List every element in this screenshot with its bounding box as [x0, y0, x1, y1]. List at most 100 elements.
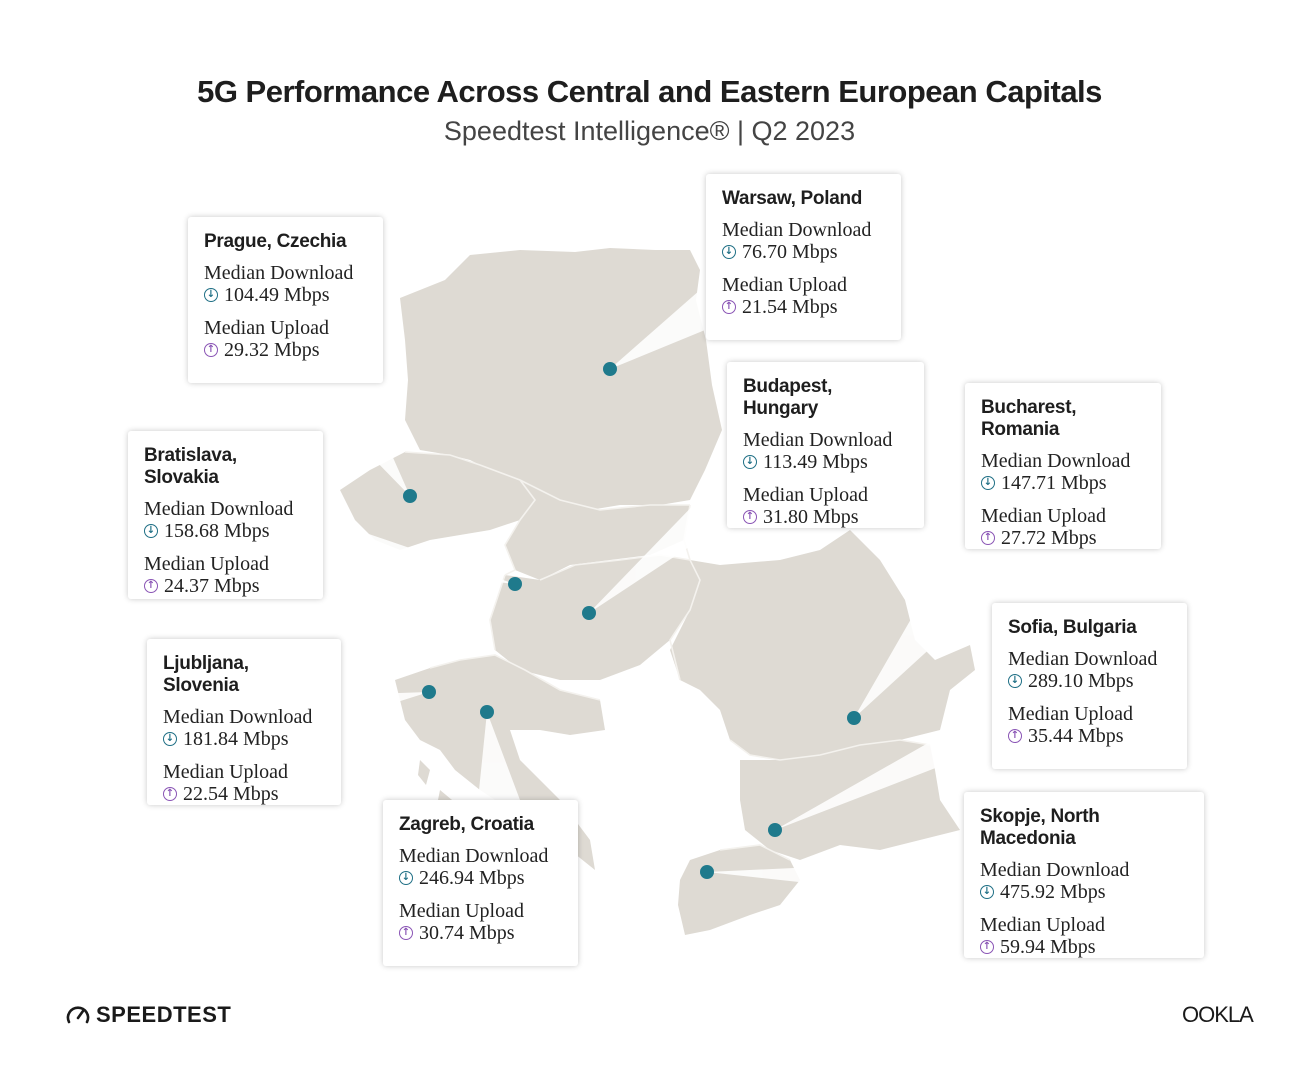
- city-card-bratislava: Bratislava, Slovakia Median Download ↓ 15…: [128, 431, 323, 599]
- city-markers: [403, 362, 861, 879]
- arrow-down-circle-icon: ↓: [980, 885, 994, 899]
- city-card-bucharest: Bucharest, Romania Median Download ↓ 147.…: [965, 383, 1161, 549]
- marker-bratislava: [508, 577, 522, 591]
- download-label: Median Download: [163, 706, 313, 728]
- arrow-up-circle-icon: ↑: [163, 787, 177, 801]
- leader-skopje: [707, 860, 965, 900]
- download-label: Median Download: [981, 450, 1131, 472]
- arrow-up-circle-icon: ↑: [722, 300, 736, 314]
- download-label: Median Download: [722, 219, 872, 241]
- arrow-up-circle-icon: ↑: [981, 531, 995, 545]
- marker-prague: [403, 489, 417, 503]
- download-value: 475.92 Mbps: [1000, 881, 1106, 903]
- city-card-budapest: Budapest, Hungary Median Download ↓ 113.4…: [727, 362, 924, 528]
- upload-label: Median Upload: [981, 505, 1106, 527]
- city-name: Ljubljana, Slovenia: [163, 653, 249, 696]
- arrow-down-circle-icon: ↓: [399, 871, 413, 885]
- country-romania: [670, 530, 975, 760]
- leader-ljubljana: [340, 692, 429, 720]
- leader-bucharest: [854, 520, 1040, 718]
- marker-ljubljana: [422, 685, 436, 699]
- city-name: Warsaw, Poland: [722, 188, 863, 209]
- marker-bucharest: [847, 711, 861, 725]
- country-slovakia: [505, 480, 690, 580]
- download-value: 147.71 Mbps: [1001, 472, 1107, 494]
- country-poland: [400, 248, 722, 510]
- upload-label: Median Upload: [204, 317, 329, 339]
- upload-value: 21.54 Mbps: [742, 296, 838, 318]
- download-value: 113.49 Mbps: [763, 451, 868, 473]
- download-value: 104.49 Mbps: [224, 284, 330, 306]
- city-name: Sofia, Bulgaria: [1008, 617, 1137, 638]
- city-name: Budapest, Hungary: [743, 376, 833, 419]
- leader-budapest: [589, 462, 745, 613]
- city-card-skopje: Skopje, North Macedonia Median Download …: [964, 792, 1204, 958]
- speedtest-logo: SPEEDTEST: [66, 1002, 231, 1028]
- city-card-warsaw: Warsaw, Poland Median Download ↓ 76.70 Mb…: [706, 174, 901, 340]
- country-borders: [404, 451, 931, 861]
- arrow-up-circle-icon: ↑: [1008, 729, 1022, 743]
- upload-value: 27.72 Mbps: [1001, 527, 1097, 549]
- country-czechia: [340, 452, 535, 550]
- marker-budapest: [582, 606, 596, 620]
- leader-zagreb: [478, 712, 520, 800]
- arrow-down-circle-icon: ↓: [204, 288, 218, 302]
- country-hungary: [490, 555, 700, 680]
- upload-value: 59.94 Mbps: [1000, 936, 1096, 958]
- arrow-up-circle-icon: ↑: [144, 579, 158, 593]
- download-label: Median Download: [1008, 648, 1158, 670]
- marker-zagreb: [480, 705, 494, 719]
- arrow-down-circle-icon: ↓: [1008, 674, 1022, 688]
- marker-sofia: [768, 823, 782, 837]
- city-card-sofia: Sofia, Bulgaria Median Download ↓ 289.10 …: [992, 603, 1187, 769]
- download-label: Median Download: [144, 498, 294, 520]
- download-value: 158.68 Mbps: [164, 520, 270, 542]
- leader-bratislava: [322, 518, 515, 584]
- arrow-up-circle-icon: ↑: [743, 510, 757, 524]
- city-card-zagreb: Zagreb, Croatia Median Download ↓ 246.94 …: [383, 800, 578, 966]
- arrow-down-circle-icon: ↓: [163, 732, 177, 746]
- chart-subtitle: Speedtest Intelligence® | Q2 2023: [443, 116, 856, 146]
- upload-label: Median Upload: [980, 914, 1105, 936]
- city-name: Bucharest, Romania: [981, 397, 1077, 440]
- download-value: 181.84 Mbps: [183, 728, 289, 750]
- leader-prague: [300, 383, 410, 496]
- upload-label: Median Upload: [144, 553, 269, 575]
- arrow-up-circle-icon: ↑: [980, 940, 994, 954]
- country-north-macedonia: [678, 845, 800, 935]
- city-name: Skopje, North Macedonia: [980, 806, 1100, 849]
- download-value: 246.94 Mbps: [419, 867, 525, 889]
- city-name: Zagreb, Croatia: [399, 814, 534, 835]
- download-label: Median Download: [399, 845, 549, 867]
- download-value: 289.10 Mbps: [1028, 670, 1134, 692]
- leader-sofia: [775, 705, 995, 830]
- arrow-up-circle-icon: ↑: [204, 343, 218, 357]
- speedometer-icon: [66, 1006, 90, 1024]
- marker-skopje: [700, 865, 714, 879]
- marker-warsaw: [603, 362, 617, 376]
- leader-warsaw: [610, 290, 705, 369]
- upload-label: Median Upload: [1008, 703, 1133, 725]
- download-value: 76.70 Mbps: [742, 241, 838, 263]
- upload-label: Median Upload: [399, 900, 524, 922]
- ookla-logo: OOKLA: [1182, 1002, 1254, 1027]
- city-name: Bratislava, Slovakia: [144, 445, 237, 488]
- upload-value: 22.54 Mbps: [183, 783, 279, 805]
- arrow-down-circle-icon: ↓: [743, 455, 757, 469]
- city-name: Prague, Czechia: [204, 231, 347, 252]
- upload-value: 31.80 Mbps: [763, 506, 859, 528]
- upload-label: Median Upload: [743, 484, 868, 506]
- city-card-prague: Prague, Czechia Median Download ↓ 104.49 …: [188, 217, 383, 383]
- arrow-down-circle-icon: ↓: [722, 245, 736, 259]
- download-label: Median Download: [743, 429, 893, 451]
- arrow-down-circle-icon: ↓: [144, 524, 158, 538]
- arrow-down-circle-icon: ↓: [981, 476, 995, 490]
- arrow-up-circle-icon: ↑: [399, 926, 413, 940]
- upload-value: 35.44 Mbps: [1028, 725, 1124, 747]
- upload-value: 30.74 Mbps: [419, 922, 515, 944]
- chart-title: 5G Performance Across Central and Easter…: [197, 74, 1102, 109]
- download-label: Median Download: [204, 262, 354, 284]
- upload-label: Median Upload: [722, 274, 847, 296]
- upload-label: Median Upload: [163, 761, 288, 783]
- speedtest-wordmark: SPEEDTEST: [96, 1002, 232, 1027]
